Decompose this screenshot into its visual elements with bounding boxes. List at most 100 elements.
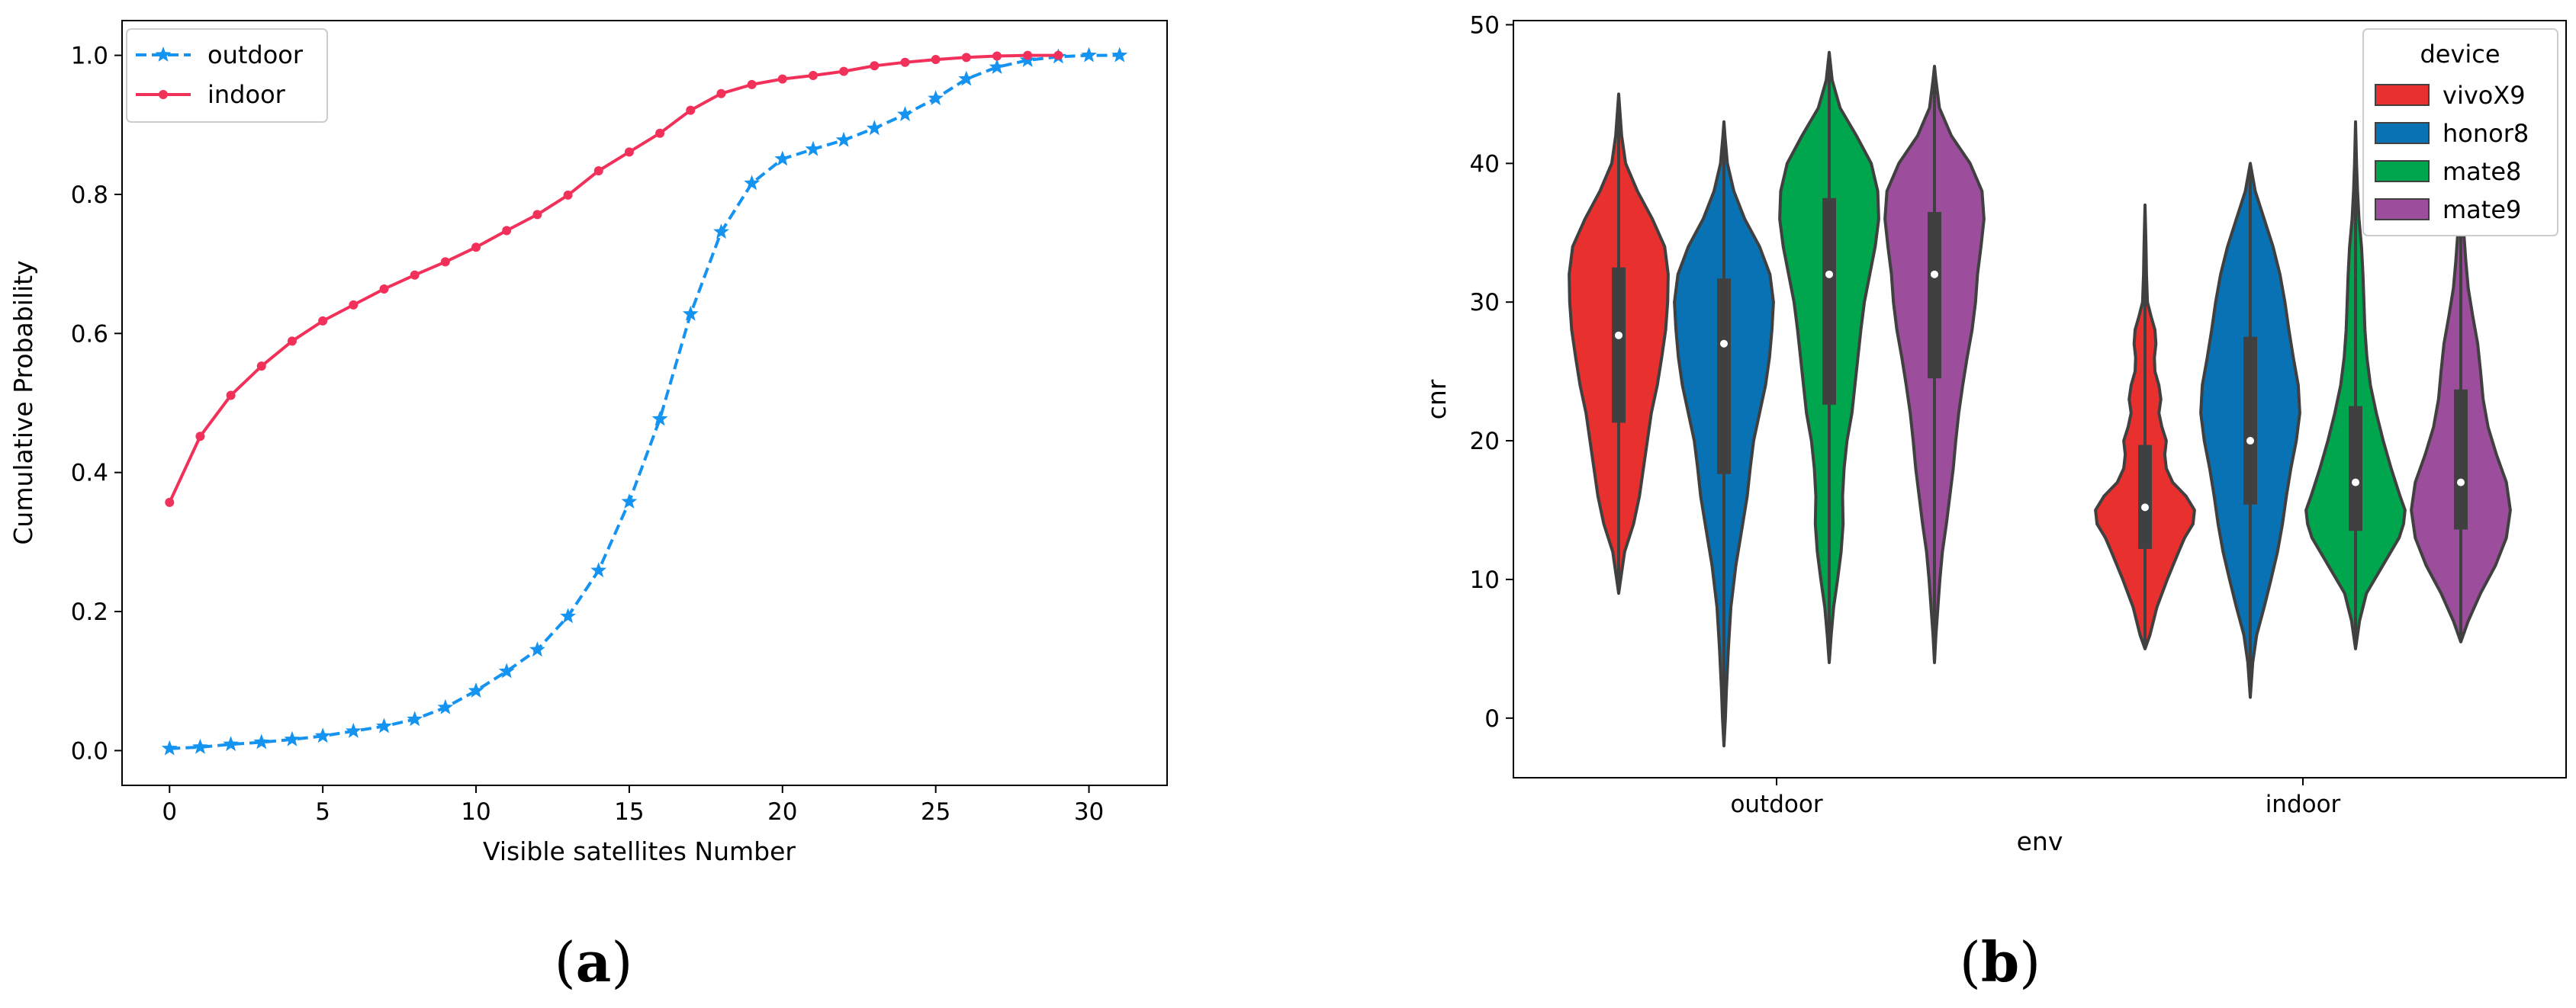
- a-ytick-label: 0.6: [71, 320, 108, 348]
- panel-b-legend-title: device: [2420, 40, 2500, 69]
- violin-indoor-honor8: [2199, 162, 2301, 699]
- b-xtick-label-indoor: indoor: [2266, 791, 2341, 818]
- point-indoor: [655, 128, 665, 138]
- point-outdoor: [682, 305, 699, 321]
- point-indoor: [379, 284, 389, 294]
- panel-b-legend-items: vivoX9 honor8 mate8 mate9: [2375, 81, 2529, 224]
- violin-outdoor-honor8: [1673, 120, 1775, 748]
- point-outdoor: [192, 738, 208, 754]
- point-outdoor: [345, 722, 362, 738]
- point-outdoor: [1111, 47, 1128, 63]
- panel-a-legend-box: [126, 28, 328, 123]
- point-indoor: [195, 432, 205, 441]
- legend-label-vivoX9: vivoX9: [2443, 81, 2526, 110]
- point-outdoor: [376, 717, 392, 734]
- violin-median: [1931, 270, 1938, 278]
- panel-b-violin-chart: 0 10 20 30 40 50 outdoor indoor env cnr device …: [1422, 11, 2567, 856]
- a-ytick-label: 0.8: [71, 181, 108, 209]
- a-xtick-label: 25: [921, 798, 950, 826]
- legend-label-honor8: honor8: [2443, 119, 2529, 148]
- panel-a-ticks: 0 5 10 15 20 25 30 0.0 0.2 0.4 0.6 0.8 1.0: [71, 43, 1105, 826]
- series-outdoor-line: [169, 53, 1120, 750]
- panel-b-ticks: 0 10 20 30 40 50 outdoor indoor: [1470, 11, 2341, 818]
- panel-label-a-letter: a: [576, 929, 612, 994]
- point-outdoor: [835, 131, 852, 147]
- violin-median: [1615, 331, 1622, 339]
- point-outdoor: [407, 711, 423, 727]
- violin-median: [2457, 478, 2465, 486]
- point-outdoor: [590, 562, 607, 578]
- a-xtick-label: 15: [614, 798, 644, 826]
- panel-a-line-chart: 0 5 10 15 20 25 30 0.0 0.2 0.4 0.6 0.8 1.0 Visible s…: [8, 20, 1168, 866]
- violin-iqr-box: [1717, 278, 1731, 474]
- legend-swatch-vivoX9: [2375, 84, 2430, 106]
- point-indoor: [349, 300, 359, 310]
- point-outdoor: [437, 698, 454, 714]
- point-indoor: [471, 242, 481, 252]
- point-indoor: [992, 51, 1002, 61]
- panel-b-y-axis-label: cnr: [1422, 379, 1452, 419]
- panel-label-b: (b): [1960, 929, 2041, 994]
- point-outdoor: [651, 410, 668, 426]
- violin-iqr-box: [2138, 445, 2152, 549]
- panel-b-violins: [1568, 50, 2512, 748]
- point-outdoor: [928, 90, 944, 105]
- panel-a-x-axis-label: Visible satellites Number: [483, 836, 796, 866]
- b-ytick-label: 20: [1470, 428, 1500, 455]
- panel-label-b-letter: b: [1981, 929, 2019, 994]
- point-outdoor: [958, 70, 975, 86]
- legend-label-mate8: mate8: [2443, 157, 2521, 186]
- legend-label-mate9: mate9: [2443, 195, 2521, 224]
- legend-swatch-honor8: [2375, 122, 2430, 144]
- panel-a-y-axis-label: Cumulative Probability: [8, 260, 38, 544]
- panel-b-plot-frame: [1513, 20, 2567, 778]
- a-xtick-label: 30: [1074, 798, 1104, 826]
- violin-median: [2141, 503, 2149, 512]
- violin-outdoor-vivoX9: [1568, 92, 1670, 595]
- point-indoor: [777, 74, 787, 84]
- legend-swatch-mate8: [2375, 160, 2430, 182]
- a-ytick-label: 0.4: [71, 460, 108, 487]
- a-ytick-label: 1.0: [71, 43, 108, 70]
- point-outdoor: [805, 140, 822, 156]
- point-outdoor: [744, 175, 761, 191]
- a-ytick-label: 0.0: [71, 737, 108, 765]
- point-outdoor: [1081, 47, 1097, 63]
- b-xtick-label-outdoor: outdoor: [1730, 791, 1822, 818]
- point-outdoor: [713, 223, 729, 239]
- b-ytick-label: 50: [1470, 11, 1500, 39]
- point-outdoor: [284, 730, 301, 746]
- point-indoor: [686, 105, 696, 115]
- point-indoor: [931, 55, 941, 65]
- violin-indoor-vivoX9: [2094, 203, 2196, 650]
- violin-median: [2246, 437, 2254, 445]
- violin-iqr-box: [2243, 336, 2257, 505]
- panel-a-legend: outdoor indoor: [126, 28, 328, 123]
- point-outdoor: [529, 641, 545, 657]
- point-outdoor: [498, 663, 515, 679]
- legend-indoor-marker: [159, 90, 168, 99]
- point-indoor: [900, 57, 910, 67]
- b-ytick-label: 40: [1470, 150, 1500, 178]
- violin-iqr-box: [1822, 197, 1836, 405]
- panel-label-a-open: (: [555, 930, 576, 994]
- point-indoor: [165, 497, 175, 507]
- panel-label-b-open: (: [1960, 930, 1981, 994]
- point-outdoor: [253, 734, 270, 750]
- panel-label-b-close: ): [2019, 930, 2041, 994]
- point-indoor: [1023, 50, 1033, 60]
- panel-b-legend-box: [2362, 28, 2558, 236]
- b-ytick-label: 0: [1484, 705, 1500, 733]
- point-outdoor: [866, 120, 883, 136]
- violin-indoor-mate8: [2304, 120, 2407, 650]
- violin-iqr-box: [2454, 389, 2468, 530]
- legend-outdoor-label: outdoor: [207, 40, 304, 69]
- point-indoor: [318, 316, 328, 326]
- point-outdoor: [468, 682, 484, 698]
- legend-outdoor-marker: [155, 47, 172, 62]
- a-xtick-label: 5: [315, 798, 330, 826]
- panel-b-legend: device vivoX9 honor8 mate8 mate9: [2362, 28, 2558, 236]
- point-outdoor: [774, 150, 791, 166]
- point-indoor: [870, 61, 880, 71]
- panel-a-plot-frame: [121, 20, 1168, 786]
